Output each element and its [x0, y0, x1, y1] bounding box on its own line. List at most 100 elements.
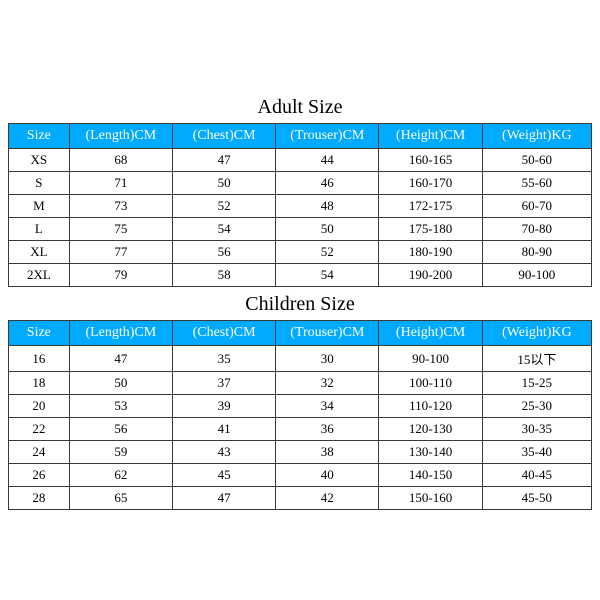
- children-table: Size (Length)CM (Chest)CM (Trouser)CM (H…: [8, 320, 592, 510]
- cell: 44: [276, 149, 379, 172]
- col-chest: (Chest)CM: [172, 124, 275, 149]
- col-weight: (Weight)KG: [482, 124, 591, 149]
- cell: 54: [172, 218, 275, 241]
- cell: 73: [69, 195, 172, 218]
- cell: 43: [172, 441, 275, 464]
- cell: 77: [69, 241, 172, 264]
- cell: 15-25: [482, 372, 591, 395]
- table-row: L755450175-18070-80: [9, 218, 592, 241]
- cell: 190-200: [379, 264, 482, 287]
- table-row: 24594338130-14035-40: [9, 441, 592, 464]
- cell: 2XL: [9, 264, 70, 287]
- cell: 48: [276, 195, 379, 218]
- cell: 37: [172, 372, 275, 395]
- cell: 150-160: [379, 487, 482, 510]
- cell: 175-180: [379, 218, 482, 241]
- table-row: S715046160-17055-60: [9, 172, 592, 195]
- table-row: XS684744160-16550-60: [9, 149, 592, 172]
- cell: 30: [276, 346, 379, 372]
- cell: 47: [172, 487, 275, 510]
- cell: 71: [69, 172, 172, 195]
- children-title: Children Size: [8, 287, 592, 320]
- cell: 24: [9, 441, 70, 464]
- cell: 40: [276, 464, 379, 487]
- cell: 58: [172, 264, 275, 287]
- cell: 41: [172, 418, 275, 441]
- cell: 15以下: [482, 346, 591, 372]
- cell: 55-60: [482, 172, 591, 195]
- table-row: 18503732100-11015-25: [9, 372, 592, 395]
- cell: 100-110: [379, 372, 482, 395]
- cell: 50: [69, 372, 172, 395]
- cell: 80-90: [482, 241, 591, 264]
- cell: 56: [172, 241, 275, 264]
- cell: 47: [172, 149, 275, 172]
- col-trouser: (Trouser)CM: [276, 124, 379, 149]
- cell: 20: [9, 395, 70, 418]
- cell: 172-175: [379, 195, 482, 218]
- cell: 65: [69, 487, 172, 510]
- cell: 42: [276, 487, 379, 510]
- col-height: (Height)CM: [379, 321, 482, 346]
- cell: 120-130: [379, 418, 482, 441]
- table-row: 26624540140-15040-45: [9, 464, 592, 487]
- cell: 26: [9, 464, 70, 487]
- cell: 25-30: [482, 395, 591, 418]
- cell: 54: [276, 264, 379, 287]
- cell: 46: [276, 172, 379, 195]
- cell: 110-120: [379, 395, 482, 418]
- col-length: (Length)CM: [69, 124, 172, 149]
- cell: 59: [69, 441, 172, 464]
- cell: M: [9, 195, 70, 218]
- col-height: (Height)CM: [379, 124, 482, 149]
- table-row: 20533934110-12025-30: [9, 395, 592, 418]
- cell: 50: [172, 172, 275, 195]
- col-chest: (Chest)CM: [172, 321, 275, 346]
- cell: 36: [276, 418, 379, 441]
- cell: 16: [9, 346, 70, 372]
- cell: 160-170: [379, 172, 482, 195]
- cell: 39: [172, 395, 275, 418]
- cell: 50-60: [482, 149, 591, 172]
- cell: 160-165: [379, 149, 482, 172]
- col-weight: (Weight)KG: [482, 321, 591, 346]
- cell: 32: [276, 372, 379, 395]
- cell: 30-35: [482, 418, 591, 441]
- table-row: 22564136120-13030-35: [9, 418, 592, 441]
- cell: L: [9, 218, 70, 241]
- adult-title: Adult Size: [8, 90, 592, 123]
- cell: 90-100: [379, 346, 482, 372]
- cell: 180-190: [379, 241, 482, 264]
- adult-header-row: Size (Length)CM (Chest)CM (Trouser)CM (H…: [9, 124, 592, 149]
- cell: 68: [69, 149, 172, 172]
- cell: 90-100: [482, 264, 591, 287]
- cell: XL: [9, 241, 70, 264]
- cell: 18: [9, 372, 70, 395]
- col-trouser: (Trouser)CM: [276, 321, 379, 346]
- cell: 22: [9, 418, 70, 441]
- table-row: M735248172-17560-70: [9, 195, 592, 218]
- cell: 140-150: [379, 464, 482, 487]
- cell: 70-80: [482, 218, 591, 241]
- table-row: XL775652180-19080-90: [9, 241, 592, 264]
- cell: 60-70: [482, 195, 591, 218]
- cell: 35-40: [482, 441, 591, 464]
- cell: 52: [172, 195, 275, 218]
- cell: 75: [69, 218, 172, 241]
- cell: 38: [276, 441, 379, 464]
- col-size: Size: [9, 321, 70, 346]
- col-length: (Length)CM: [69, 321, 172, 346]
- cell: 79: [69, 264, 172, 287]
- table-row: 28654742150-16045-50: [9, 487, 592, 510]
- table-row: 1647353090-10015以下: [9, 346, 592, 372]
- cell: 130-140: [379, 441, 482, 464]
- cell: XS: [9, 149, 70, 172]
- cell: 28: [9, 487, 70, 510]
- cell: 53: [69, 395, 172, 418]
- cell: 45: [172, 464, 275, 487]
- cell: 34: [276, 395, 379, 418]
- cell: 56: [69, 418, 172, 441]
- children-header-row: Size (Length)CM (Chest)CM (Trouser)CM (H…: [9, 321, 592, 346]
- cell: S: [9, 172, 70, 195]
- cell: 35: [172, 346, 275, 372]
